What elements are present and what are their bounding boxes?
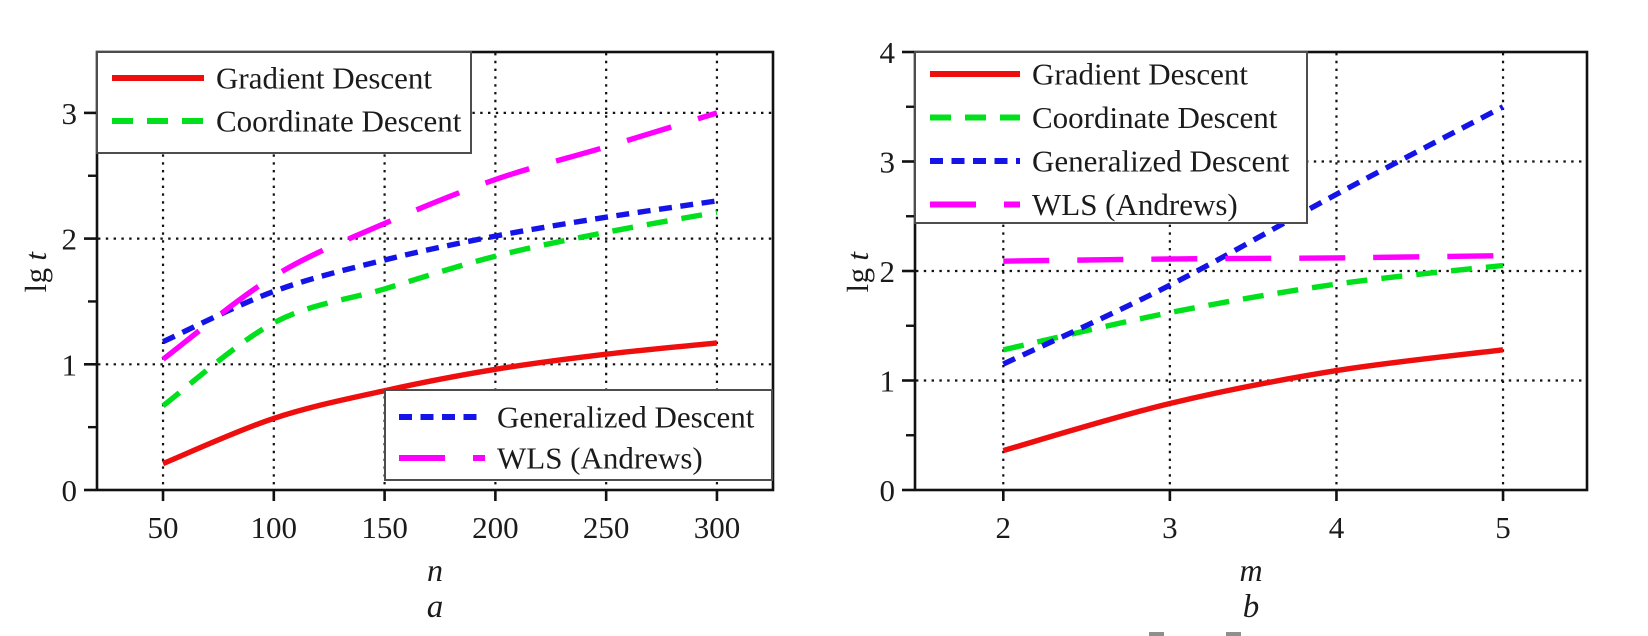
x-axis-label-b: m [1239, 552, 1263, 588]
legend-entry-label: WLS (Andrews) [497, 441, 703, 476]
y-tick-label: 4 [880, 35, 896, 70]
y-axis-label-roman: lg [18, 267, 53, 293]
legend-entry-label: Coordinate Descent [1032, 100, 1278, 135]
y-axis-label-variable: t [18, 251, 53, 261]
y-tick-label: 1 [62, 347, 78, 382]
legend-box [96, 51, 472, 154]
legend-entry-label: Gradient Descent [1032, 57, 1248, 92]
series-gradient-descent [1002, 347, 1504, 454]
series-gradient-descent [162, 340, 718, 467]
chart-b-plot: 2 3 4 5 0 1 2 3 4 Gradient Descent Coordinate Desc… [880, 35, 1589, 545]
series-coordinate-descent [1002, 262, 1504, 353]
x-tick-label: 2 [996, 510, 1012, 545]
x-tick-label: 5 [1495, 510, 1511, 545]
legend-entry-label: WLS (Andrews) [1032, 187, 1238, 222]
legend-box [914, 51, 1308, 224]
legend-entry-label: Generalized Descent [1032, 144, 1290, 179]
panel-a: 50 100 150 200 250 300 0 1 2 3 Gradient Descent Coo… [18, 50, 775, 625]
panel-letter-a: a [426, 589, 444, 625]
y-axis-label-variable: t [840, 251, 875, 261]
legend-entry-label: Generalized Descent [497, 400, 755, 435]
series-generalized-descent [161, 198, 718, 345]
x-axis-label-a: n [427, 552, 443, 588]
panel-b: 2 3 4 5 0 1 2 3 4 Gradient Descent Coordinate Desc… [824, 0, 1648, 636]
x-tick-label: 100 [251, 510, 298, 545]
x-tick-label: 200 [472, 510, 519, 545]
y-axis-label-a: lg t [18, 252, 54, 293]
x-tick-label: 250 [583, 510, 630, 545]
y-tick-label: 0 [880, 473, 896, 508]
y-tick-label: 3 [62, 96, 78, 131]
y-tick-label: 2 [62, 222, 78, 257]
legend-box [384, 389, 773, 481]
chart-a-plot: 50 100 150 200 250 300 0 1 2 3 Gradient Descent Coo… [62, 50, 775, 545]
y-tick-label: 1 [880, 364, 896, 399]
x-tick-label: 300 [694, 510, 741, 545]
cropped-caption-remnant [1149, 632, 1164, 636]
y-tick-label: 0 [62, 473, 78, 508]
y-tick-label: 2 [880, 254, 896, 289]
y-tick-label: 3 [880, 145, 896, 180]
x-tick-label: 4 [1329, 510, 1345, 545]
panel-letter-b: b [1242, 589, 1260, 625]
legend-entry-label: Gradient Descent [216, 61, 432, 96]
legend-entry-label: Coordinate Descent [216, 104, 462, 139]
cropped-caption-remnant [1226, 632, 1241, 636]
series-wls-andrews [1003, 253, 1504, 264]
y-axis-label-roman: lg [840, 267, 875, 293]
x-tick-label: 50 [148, 510, 179, 545]
series-wls-andrews [161, 110, 718, 362]
x-tick-label: 3 [1162, 510, 1178, 545]
series-generalized-descent [1002, 104, 1505, 367]
series-coordinate-descent [161, 209, 718, 408]
y-axis-label-b: lg t [840, 252, 876, 293]
x-tick-label: 150 [361, 510, 408, 545]
